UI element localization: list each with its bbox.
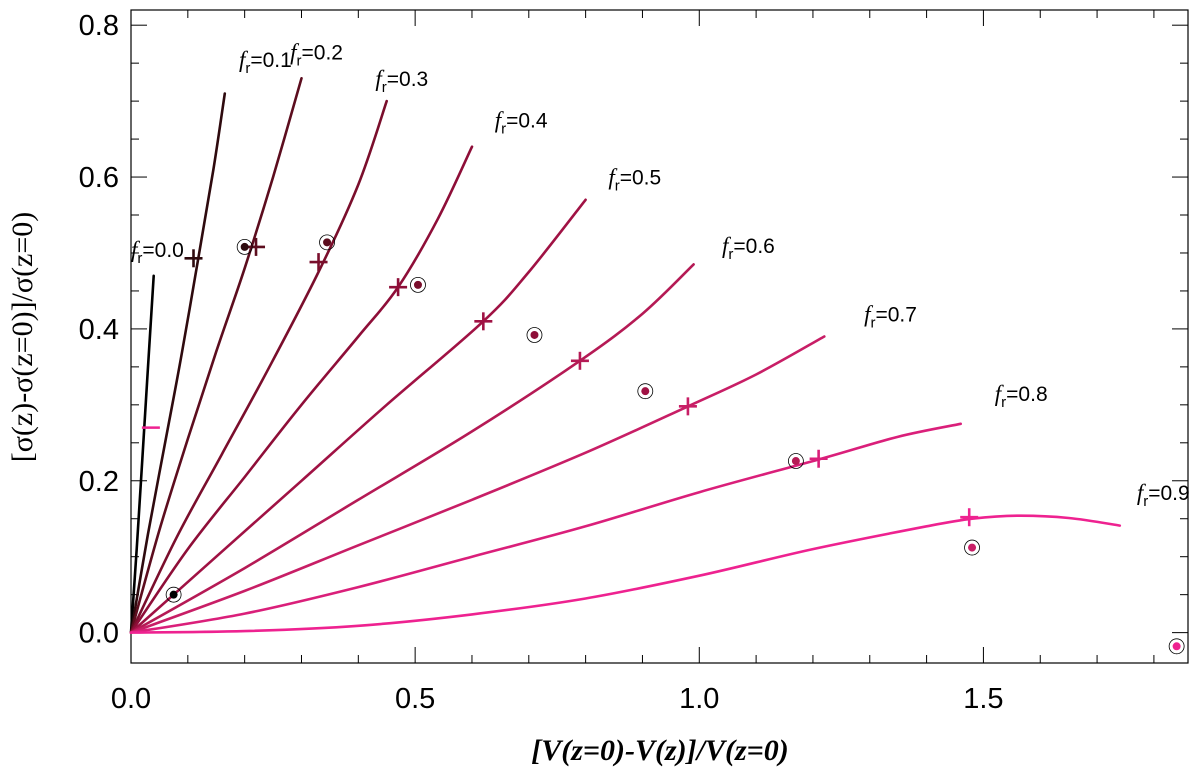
curve-label-6: fr=0.6 <box>722 233 775 263</box>
curve-label-9: fr=0.9 <box>1137 480 1190 510</box>
series-line-6 <box>129 263 695 634</box>
curve-label-sub: r <box>137 250 142 267</box>
series-line-2 <box>129 77 303 634</box>
circle-marker-dot <box>791 457 800 466</box>
x-tick-label: 0.0 <box>111 683 151 715</box>
curve-label-f: f <box>239 47 249 72</box>
curve-label-value: =0.1 <box>250 49 291 72</box>
x-tick-label: 1.5 <box>963 683 1003 715</box>
curve-label-0: fr=0.0 <box>131 237 184 267</box>
series-line-1 <box>129 92 227 634</box>
circle-marker-dot <box>413 280 422 289</box>
circle-marker-dot <box>641 387 650 396</box>
curve-label-2: fr=0.2 <box>290 39 343 69</box>
curve-label-sub: r <box>245 60 250 77</box>
x-tick-label: 1.0 <box>679 683 719 715</box>
plot-frame <box>130 9 1189 664</box>
curve-label-sub: r <box>615 178 620 195</box>
circle-marker-ring <box>787 453 804 469</box>
curve-label-value: =0.3 <box>387 68 428 91</box>
curve-label-f: f <box>722 233 732 258</box>
curve-label-sub: r <box>297 52 302 69</box>
curve-label-4: fr=0.4 <box>495 108 548 138</box>
curve-label-f: f <box>375 66 385 91</box>
series-line-8 <box>129 422 962 634</box>
data-markers <box>141 234 1185 655</box>
curve-label-f: f <box>495 108 505 133</box>
curve-label-value: =0.8 <box>1006 383 1047 406</box>
series-line-7 <box>129 335 826 634</box>
circle-marker-ring <box>319 234 335 251</box>
curve-label-1: fr=0.1 <box>239 47 292 77</box>
curve-labels: fr=0.0fr=0.1fr=0.2fr=0.3fr=0.4fr=0.5fr=0… <box>131 39 1190 509</box>
circle-marker-dot <box>169 590 178 599</box>
data-curves <box>129 77 1122 634</box>
curve-label-value: =0.4 <box>506 110 548 133</box>
series-line-4 <box>129 145 474 634</box>
circle-marker-ring <box>165 586 182 603</box>
circle-marker-ring <box>236 239 253 255</box>
y-tick-label: 0.2 <box>79 466 119 498</box>
x-axis-title: [V(z=0)-V(z)]/V(z=0) <box>531 734 789 767</box>
curve-label-5: fr=0.5 <box>608 165 661 195</box>
curve-label-value: =0.6 <box>733 235 774 258</box>
circle-marker-ring <box>637 383 654 400</box>
curve-label-8: fr=0.8 <box>995 381 1048 411</box>
circle-marker-ring <box>410 276 426 293</box>
series-line-0 <box>129 274 155 634</box>
curve-label-f: f <box>1137 480 1147 505</box>
curve-label-3: fr=0.3 <box>375 66 428 96</box>
circle-marker-dot <box>240 242 249 251</box>
circle-marker-ring <box>526 327 543 343</box>
circle-marker-dot <box>1172 642 1181 651</box>
curve-label-f: f <box>608 165 618 190</box>
curve-label-f: f <box>995 381 1005 406</box>
series-line-5 <box>129 198 587 634</box>
y-tick-label: 0.8 <box>79 10 119 42</box>
curve-label-f: f <box>290 39 300 64</box>
curve-label-sub: r <box>501 121 506 138</box>
curve-label-sub: r <box>1001 394 1006 411</box>
y-tick-label: 0.0 <box>79 618 119 650</box>
curve-label-sub: r <box>382 79 387 96</box>
circle-marker-dot <box>323 238 332 247</box>
circle-marker-dot <box>968 543 977 552</box>
y-tick-label: 0.6 <box>79 162 119 194</box>
series-line-3 <box>129 99 388 634</box>
curve-label-value: =0.0 <box>142 239 183 262</box>
series-line-9 <box>129 514 1122 634</box>
circle-marker-dot <box>530 330 539 339</box>
curve-label-f: f <box>864 301 874 326</box>
circle-marker-ring <box>1168 638 1185 655</box>
curve-label-7: fr=0.7 <box>864 301 917 331</box>
y-tick-label: 0.4 <box>79 314 119 346</box>
axis-ticks <box>130 10 1188 663</box>
circle-marker-ring <box>964 539 980 556</box>
curve-label-sub: r <box>1143 493 1148 510</box>
curve-label-f: f <box>131 237 141 262</box>
curve-label-value: =0.2 <box>302 41 343 64</box>
x-tick-label: 0.5 <box>395 683 435 715</box>
axis-tick-labels: 0.0 0.5 1.0 1.5 0.0 0.2 0.4 0.6 0.8 <box>79 10 1004 715</box>
curve-label-sub: r <box>870 314 875 331</box>
y-axis-title: [σ(z)-σ(z=0)]/σ(z=0) <box>6 212 39 463</box>
curve-label-sub: r <box>728 246 733 263</box>
curve-label-value: =0.5 <box>620 167 661 190</box>
curve-label-value: =0.7 <box>875 303 916 326</box>
curve-label-value: =0.9 <box>1148 482 1189 505</box>
